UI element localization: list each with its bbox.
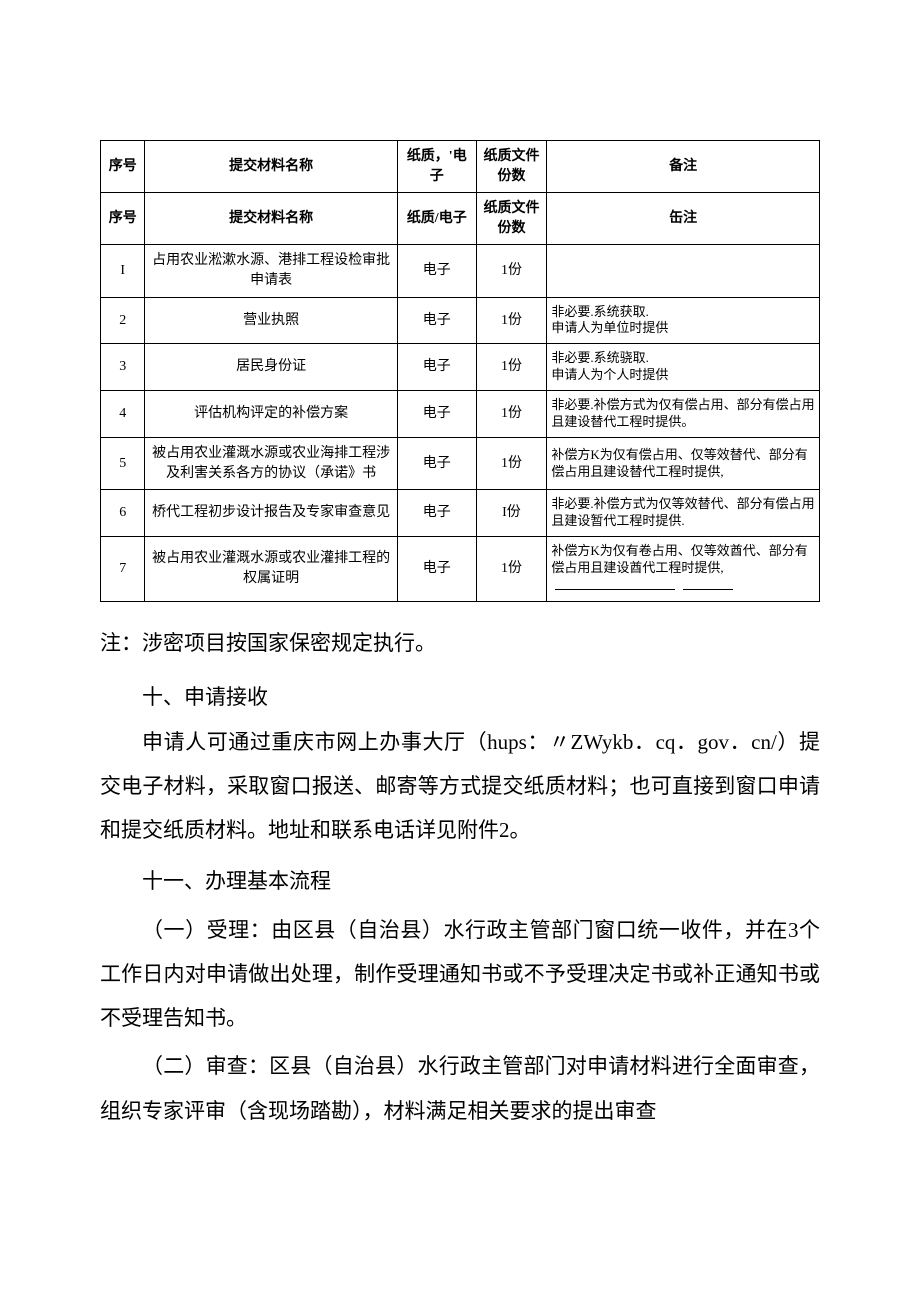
confidentiality-note: 注：涉密项目按国家保密规定执行。 bbox=[100, 622, 820, 664]
cell-copies: 1份 bbox=[476, 536, 547, 601]
table-row: I 占用农业淞漱水源、港排工程设检审批申请表 电子 1份 bbox=[101, 245, 820, 297]
cell-remark: 非必要.补偿方式为仅等效替代、部分有偿占用且建设暂代工程时提供. bbox=[547, 490, 820, 537]
header2-format: 纸质/电子 bbox=[397, 193, 476, 245]
cell-copies: 1份 bbox=[476, 344, 547, 391]
header2-copies: 纸质文件份数 bbox=[476, 193, 547, 245]
cell-seq: 2 bbox=[101, 297, 145, 344]
cell-remark: 补偿方K为仅有卷占用、仅等效酋代、部分有偿占用且建设酋代工程时提供, bbox=[547, 536, 820, 601]
section-10-heading: 十、申请接收 bbox=[100, 674, 820, 720]
cell-name: 被占用农业灌溉水源或农业灌排工程的权属证明 bbox=[145, 536, 397, 601]
header-name: 提交材料名称 bbox=[145, 141, 397, 193]
table-row: 4 评估机构评定的补偿方案 电子 1份 非必要.补偿方式为仅有偿占用、部分有偿占… bbox=[101, 391, 820, 438]
cell-name: 被占用农业灌溉水源或农业海排工程涉及利害关系各方的协议（承诺》书 bbox=[145, 437, 397, 489]
cell-seq: 5 bbox=[101, 437, 145, 489]
table-row: 2 营业执照 电子 1份 非必要.系统获取. 申请人为单位时提供 bbox=[101, 297, 820, 344]
cell-remark: 非必要.系统获取. 申请人为单位时提供 bbox=[547, 297, 820, 344]
table-header-row-1: 序号 提交材料名称 纸质，'电子 纸质文件份数 备注 bbox=[101, 141, 820, 193]
cell-name: 占用农业淞漱水源、港排工程设检审批申请表 bbox=[145, 245, 397, 297]
header2-seq: 序号 bbox=[101, 193, 145, 245]
cell-seq: 7 bbox=[101, 536, 145, 601]
cell-copies: 1份 bbox=[476, 297, 547, 344]
cell-name: 评估机构评定的补偿方案 bbox=[145, 391, 397, 438]
cell-format: 电子 bbox=[397, 297, 476, 344]
cell-name: 居民身份证 bbox=[145, 344, 397, 391]
table-row: 5 被占用农业灌溉水源或农业海排工程涉及利害关系各方的协议（承诺》书 电子 1份… bbox=[101, 437, 820, 489]
table-header-row-2: 序号 提交材料名称 纸质/电子 纸质文件份数 缶注 bbox=[101, 193, 820, 245]
header2-remark: 缶注 bbox=[547, 193, 820, 245]
header-seq: 序号 bbox=[101, 141, 145, 193]
header-copies: 纸质文件份数 bbox=[476, 141, 547, 193]
cell-remark: 补偿方K为仅有偿占用、仅等效替代、部分有偿占用且建设替代工程时提供, bbox=[547, 437, 820, 489]
cell-seq: 3 bbox=[101, 344, 145, 391]
cell-copies: 1份 bbox=[476, 437, 547, 489]
cell-seq: 4 bbox=[101, 391, 145, 438]
cell-format: 电子 bbox=[397, 490, 476, 537]
section-10-paragraph: 申请人可通过重庆市网上办事大厅（hups：〃ZWykb．cq．gov．cn/）提… bbox=[100, 720, 820, 852]
cell-format: 电子 bbox=[397, 437, 476, 489]
table-row: 3 居民身份证 电子 1份 非必要.系统骁取. 申请人为个人时提供 bbox=[101, 344, 820, 391]
header-remark: 备注 bbox=[547, 141, 820, 193]
materials-table: 序号 提交材料名称 纸质，'电子 纸质文件份数 备注 序号 提交材料名称 纸质/… bbox=[100, 140, 820, 602]
table-body: I 占用农业淞漱水源、港排工程设检审批申请表 电子 1份 2 营业执照 电子 1… bbox=[101, 245, 820, 601]
section-11-item-2: （二）审查：区县（自治县）水行政主管部门对申请材料进行全面审查，组织专家评审（含… bbox=[100, 1044, 820, 1132]
cell-format: 电子 bbox=[397, 536, 476, 601]
header2-name: 提交材料名称 bbox=[145, 193, 397, 245]
cell-copies: 1份 bbox=[476, 245, 547, 297]
cell-remark: 非必要.补偿方式为仅有偿占用、部分有偿占用且建设替代工程时提供。 bbox=[547, 391, 820, 438]
section-11-heading: 十一、办理基本流程 bbox=[100, 858, 820, 904]
header-format: 纸质，'电子 bbox=[397, 141, 476, 193]
cell-seq: I bbox=[101, 245, 145, 297]
cell-seq: 6 bbox=[101, 490, 145, 537]
cell-remark bbox=[547, 245, 820, 297]
cell-name: 桥代工程初步设计报告及专家审查意见 bbox=[145, 490, 397, 537]
cell-format: 电子 bbox=[397, 391, 476, 438]
table-row: 6 桥代工程初步设计报告及专家审查意见 电子 I份 非必要.补偿方式为仅等效替代… bbox=[101, 490, 820, 537]
table-row: 7 被占用农业灌溉水源或农业灌排工程的权属证明 电子 1份 补偿方K为仅有卷占用… bbox=[101, 536, 820, 601]
cell-format: 电子 bbox=[397, 344, 476, 391]
cell-copies: 1份 bbox=[476, 391, 547, 438]
cell-name: 营业执照 bbox=[145, 297, 397, 344]
cell-copies: I份 bbox=[476, 490, 547, 537]
section-11-item-1: （一）受理：由区县（自治县）水行政主管部门窗口统一收件，并在3个工作日内对申请做… bbox=[100, 908, 820, 1040]
cell-remark: 非必要.系统骁取. 申请人为个人时提供 bbox=[547, 344, 820, 391]
cell-format: 电子 bbox=[397, 245, 476, 297]
